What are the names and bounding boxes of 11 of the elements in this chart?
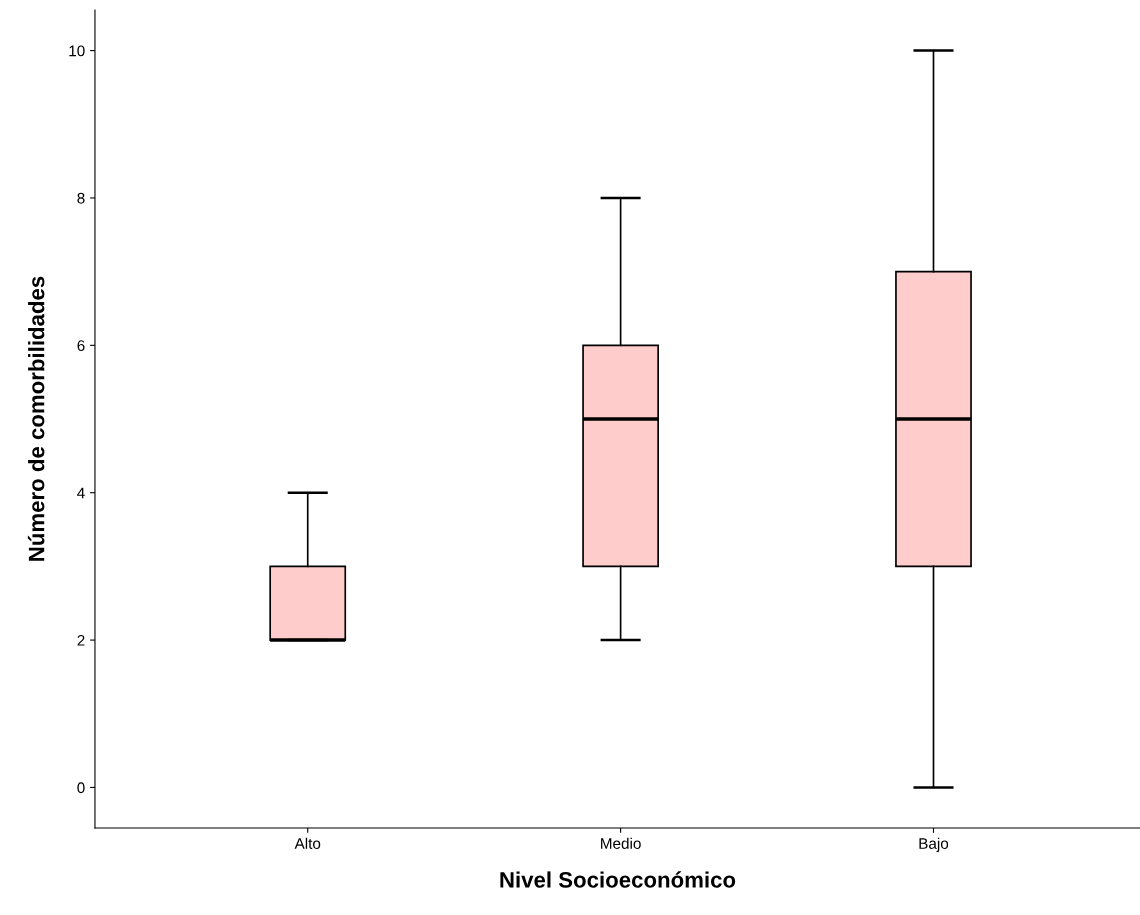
x-axis-title: Nivel Socioeconómico bbox=[500, 871, 736, 888]
x-tick-label: Medio bbox=[601, 837, 641, 849]
x-tick-label: Alto bbox=[294, 837, 321, 849]
y-tick-label: 10 bbox=[69, 45, 85, 57]
y-tick-label: 4 bbox=[77, 487, 85, 499]
y-tick-label: 8 bbox=[77, 192, 85, 204]
x-tick-label: Bajo bbox=[919, 837, 949, 852]
y-tick-label: 6 bbox=[77, 340, 85, 352]
y-axis-title: Número de comorbilidades bbox=[27, 276, 45, 561]
y-tick-label: 0 bbox=[77, 782, 85, 794]
y-tick-label: 2 bbox=[77, 634, 85, 646]
